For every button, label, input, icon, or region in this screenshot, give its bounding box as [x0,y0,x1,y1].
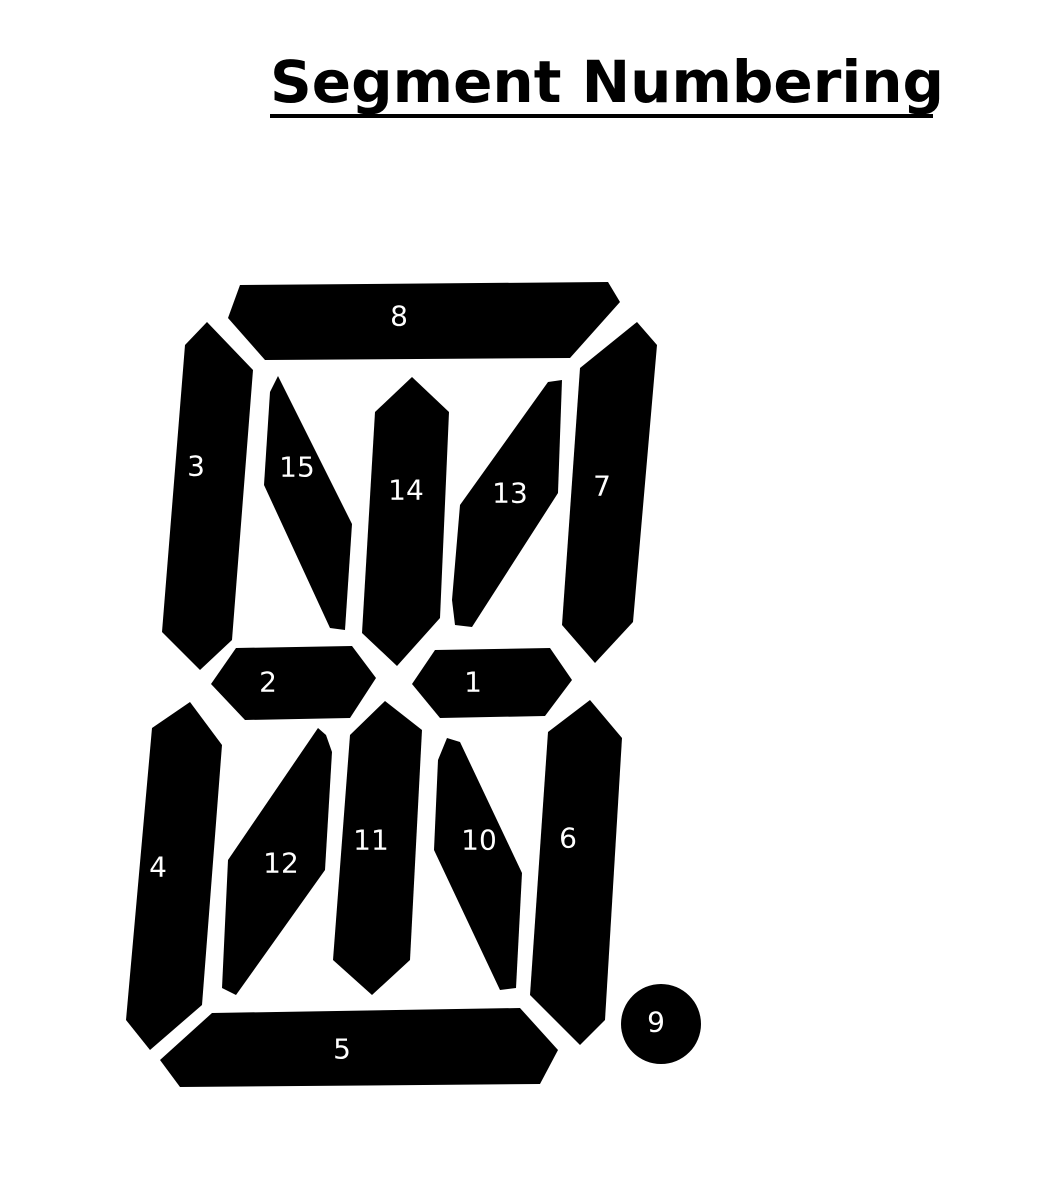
segment-6-label: 6 [559,822,577,855]
segment-14-label: 14 [388,474,424,507]
segment-2-shape [211,646,376,720]
segment-9: 9 [621,984,701,1064]
segment-14-shape [362,377,449,666]
segment-10-label: 10 [461,824,497,857]
segment-8-label: 8 [390,300,408,333]
segment-9-shape [621,984,701,1064]
segment-4-label: 4 [149,851,167,884]
segment-1-label: 1 [464,666,482,699]
segment-2: 2 [211,646,376,720]
segment-3-label: 3 [187,450,205,483]
segment-3-shape [162,322,253,670]
segment-10: 10 [434,738,522,990]
segment-13: 13 [452,380,562,627]
segment-7: 7 [562,322,657,663]
segment-3: 3 [162,322,253,670]
segment-7-label: 7 [593,470,611,503]
segment-5-label: 5 [333,1033,351,1066]
segment-8-shape [228,282,620,360]
page-title: Segment Numbering [270,48,965,116]
segment-6: 6 [530,700,622,1045]
segment-9-label: 9 [647,1006,665,1039]
segment-11: 11 [333,701,422,995]
title-underline [270,114,933,118]
segment-5-shape [160,1008,558,1087]
segment-1-shape [412,648,572,718]
segment-5: 5 [160,1008,558,1087]
segment-11-label: 11 [353,824,389,857]
segment-10-shape [434,738,522,990]
segment-15-shape [264,376,352,630]
segment-12-shape [222,728,332,995]
segment-11-shape [333,701,422,995]
segment-7-shape [562,322,657,663]
segment-12: 12 [222,728,332,995]
segment-1: 1 [412,648,572,718]
segment-14: 14 [362,377,449,666]
segment-15-label: 15 [279,451,315,484]
segment-13-label: 13 [492,477,528,510]
segment-6-shape [530,700,622,1045]
segment-4: 4 [126,702,222,1050]
segment-2-label: 2 [259,666,277,699]
segment-8: 8 [228,282,620,360]
segment-13-shape [452,380,562,627]
segment-15: 15 [264,376,352,630]
segment-12-label: 12 [263,847,299,880]
segment-4-shape [126,702,222,1050]
